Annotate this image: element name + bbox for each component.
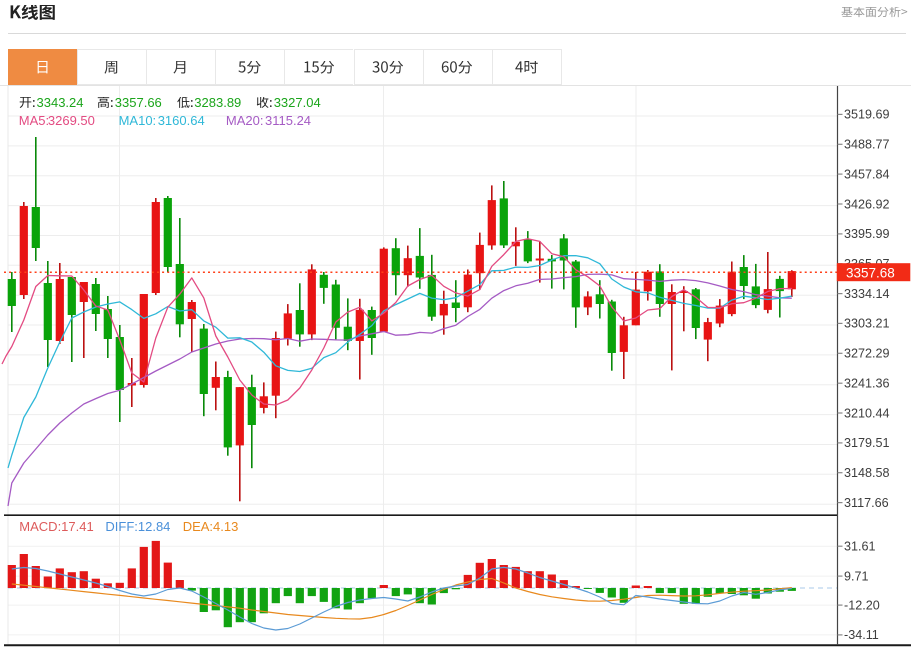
svg-text:3426.92: 3426.92 — [844, 197, 890, 211]
svg-text:3457.84: 3457.84 — [844, 167, 890, 181]
svg-text:31.61: 31.61 — [844, 540, 876, 554]
svg-text:3488.77: 3488.77 — [844, 138, 890, 152]
svg-text:3303.21: 3303.21 — [844, 317, 890, 331]
svg-text:3519.69: 3519.69 — [844, 108, 890, 122]
svg-text:-34.11: -34.11 — [844, 628, 879, 642]
svg-text:3148.58: 3148.58 — [844, 466, 890, 480]
svg-text:3117.66: 3117.66 — [844, 496, 889, 510]
svg-text:3357.68: 3357.68 — [846, 266, 895, 281]
svg-text:3272.29: 3272.29 — [844, 347, 890, 361]
svg-text:3395.99: 3395.99 — [844, 227, 890, 241]
svg-text:9.71: 9.71 — [844, 569, 869, 583]
svg-text:3179.51: 3179.51 — [844, 436, 890, 450]
svg-text:3334.14: 3334.14 — [844, 287, 890, 301]
svg-text:-12.20: -12.20 — [844, 598, 880, 612]
svg-text:3241.36: 3241.36 — [844, 377, 890, 391]
svg-text:3210.44: 3210.44 — [844, 406, 890, 420]
